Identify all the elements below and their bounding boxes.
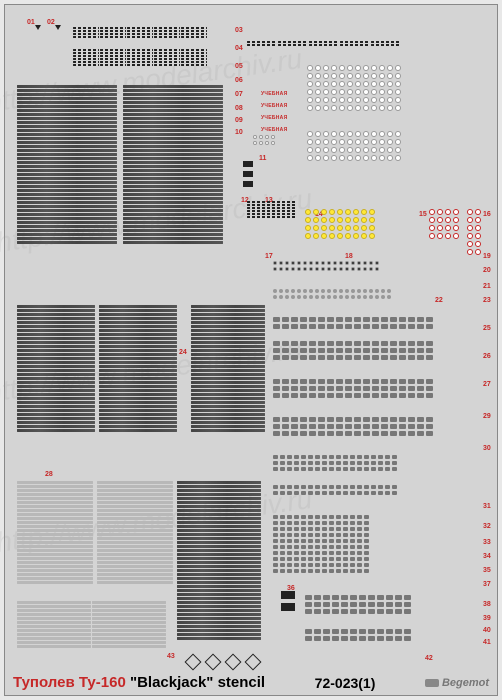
decal-number: 04 [235, 45, 243, 52]
red-label: УЧЕБНАЯ [261, 115, 287, 121]
stencil-block [177, 481, 261, 640]
decal-number: 30 [483, 445, 491, 452]
decal-number: 24 [179, 349, 187, 356]
red-label: УЧЕБНАЯ [261, 91, 287, 97]
decal-number: 17 [265, 253, 273, 260]
decal-number: 27 [483, 381, 491, 388]
decal-sheet: http://www.modelarchiv.ruhttp://www.mode… [4, 4, 498, 696]
decal-grid [253, 135, 275, 145]
warning-diamond-icon [245, 654, 262, 671]
decal-number: 32 [483, 523, 491, 530]
black-rect [243, 181, 253, 187]
brand-name: Begemot [442, 677, 489, 689]
black-rect [281, 591, 295, 599]
decal-number: 42 [425, 655, 433, 662]
stencil-block [97, 481, 173, 584]
decal-grid [273, 341, 433, 360]
black-rect [243, 161, 253, 167]
decal-number: 34 [483, 553, 491, 560]
arrow-icon [55, 25, 61, 30]
decal-number: 22 [435, 297, 443, 304]
decal-number: 26 [483, 353, 491, 360]
decal-grid [273, 417, 433, 436]
decal-grid [273, 317, 433, 329]
decal-number: 31 [483, 503, 491, 510]
stencil-block [247, 201, 297, 218]
decal-number: 09 [235, 117, 243, 124]
stencil-block [123, 85, 223, 244]
decal-number: 35 [483, 567, 491, 574]
decal-grid [273, 485, 397, 495]
stencil-block [99, 305, 177, 432]
decal-number: 19 [483, 253, 491, 260]
decal-number: 21 [483, 283, 491, 290]
decal-number: 28 [45, 471, 53, 478]
footer: Туполев Ту-160 "Blackjack" stencil 72-02… [13, 674, 489, 691]
decal-number: 02 [47, 19, 55, 26]
warning-diamond-icon [205, 654, 222, 671]
decal-number: 16 [483, 211, 491, 218]
decal-number: 37 [483, 581, 491, 588]
decal-number: 29 [483, 413, 491, 420]
decal-grid [305, 629, 411, 641]
warning-diamond-icon [185, 654, 202, 671]
decal-number: 05 [235, 63, 243, 70]
decal-number: 10 [235, 129, 243, 136]
decal-number: 01 [27, 19, 35, 26]
decal-number: 20 [483, 267, 491, 274]
decal-number: 15 [419, 211, 427, 218]
stencil-block [17, 85, 117, 244]
decal-grid [429, 209, 459, 239]
decal-grid [307, 65, 401, 111]
decal-grid [307, 131, 401, 161]
decal-number: 07 [235, 91, 243, 98]
stencil-block [73, 49, 207, 66]
title-en: "Blackjack" stencil [130, 674, 265, 691]
stencil-block [247, 41, 401, 46]
diamond-signs [183, 655, 263, 673]
decal-number: 33 [483, 539, 491, 546]
decal-number: 18 [345, 253, 353, 260]
decal-number: 08 [235, 105, 243, 112]
decal-grid [273, 455, 397, 471]
product-title: Туполев Ту-160 "Blackjack" stencil [13, 674, 265, 691]
red-label: УЧЕБНАЯ [261, 103, 287, 109]
decal-grid [305, 209, 375, 239]
decal-number: 40 [483, 627, 491, 634]
stencil-block [191, 305, 265, 432]
decal-grid [273, 289, 391, 299]
stencil-block [17, 601, 166, 648]
decal-number: 25 [483, 325, 491, 332]
warning-diamond-icon [225, 654, 242, 671]
decal-number: 43 [167, 653, 175, 660]
brand: Begemot [425, 677, 489, 689]
decal-number: 39 [483, 615, 491, 622]
decal-grid [273, 379, 433, 398]
decal-number: 03 [235, 27, 243, 34]
stencil-block [17, 481, 93, 584]
stencil-block [17, 305, 95, 432]
decal-grid [467, 209, 481, 255]
black-rect [243, 171, 253, 177]
brand-logo-icon [425, 679, 439, 687]
arrow-icon [35, 25, 41, 30]
decal-grid [273, 515, 369, 573]
decal-grid [305, 595, 411, 614]
black-rect [281, 603, 295, 611]
decal-grid [273, 261, 379, 271]
stencil-block [73, 27, 207, 38]
decal-number: 38 [483, 601, 491, 608]
red-label: УЧЕБНАЯ [261, 127, 287, 133]
decal-number: 23 [483, 297, 491, 304]
decal-number: 11 [259, 155, 266, 162]
decal-number: 06 [235, 77, 243, 84]
decal-number: 41 [483, 639, 491, 646]
title-ru: Туполев Ту-160 [13, 674, 130, 691]
product-code: 72-023(1) [315, 675, 376, 691]
